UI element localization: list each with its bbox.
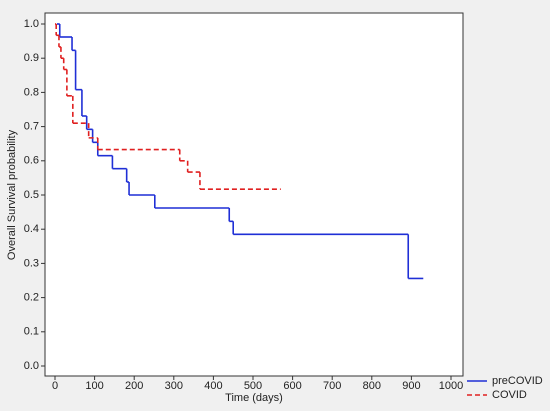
legend-label: COVID bbox=[492, 389, 527, 401]
y-tick-label: 0.5 bbox=[24, 189, 39, 201]
x-tick-label: 200 bbox=[125, 380, 143, 392]
y-tick-label: 0.3 bbox=[24, 257, 39, 269]
x-tick-label: 100 bbox=[85, 380, 103, 392]
x-tick-label: 500 bbox=[244, 380, 262, 392]
x-axis-label: Time (days) bbox=[225, 392, 283, 404]
y-tick-label: 0.2 bbox=[24, 292, 39, 304]
y-tick-label: 0.6 bbox=[24, 155, 39, 167]
x-tick-label: 400 bbox=[204, 380, 222, 392]
y-axis-label: Overall Survival probability bbox=[6, 129, 18, 260]
x-tick-label: 800 bbox=[363, 380, 381, 392]
y-tick-label: 0.8 bbox=[24, 86, 39, 98]
x-tick-label: 0 bbox=[52, 380, 58, 392]
y-tick-label: 0.0 bbox=[24, 360, 39, 372]
legend-label: preCOVID bbox=[492, 375, 543, 387]
x-tick-label: 300 bbox=[165, 380, 183, 392]
y-tick-label: 0.7 bbox=[24, 121, 39, 133]
y-tick-label: 0.1 bbox=[24, 326, 39, 338]
x-tick-label: 700 bbox=[323, 380, 341, 392]
x-tick-label: 900 bbox=[402, 380, 420, 392]
x-tick-label: 1000 bbox=[439, 380, 463, 392]
x-tick-label: 600 bbox=[283, 380, 301, 392]
y-tick-label: 0.9 bbox=[24, 52, 39, 64]
y-tick-label: 1.0 bbox=[24, 18, 39, 30]
y-tick-label: 0.4 bbox=[24, 223, 39, 235]
plot-frame bbox=[44, 12, 464, 377]
